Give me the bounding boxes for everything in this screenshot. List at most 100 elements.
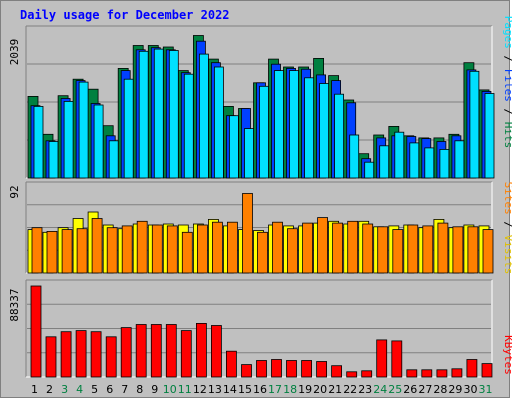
kbytes-bar bbox=[45, 336, 57, 378]
side-label-visits: Visits bbox=[502, 235, 512, 275]
day-label: 26 bbox=[403, 383, 417, 396]
sites-bar bbox=[76, 228, 88, 274]
kbytes-bar bbox=[180, 330, 192, 378]
sites-bar bbox=[377, 226, 389, 274]
pages-bar bbox=[63, 101, 74, 179]
sites-bar bbox=[467, 226, 479, 274]
sites-bar bbox=[332, 222, 344, 274]
pages-bar bbox=[168, 50, 179, 179]
kbytes-bar bbox=[481, 363, 493, 378]
sites-bar bbox=[347, 220, 359, 274]
sites-bar bbox=[482, 229, 494, 274]
sites-bar bbox=[302, 222, 314, 274]
pages-bar bbox=[289, 70, 299, 179]
day-label: 3 bbox=[61, 383, 68, 396]
side-label-sep-3: / bbox=[502, 215, 512, 235]
pages-bar bbox=[319, 83, 330, 179]
day-label: 12 bbox=[193, 383, 207, 396]
pages-bar bbox=[439, 148, 450, 179]
side-label-sites: Sites bbox=[502, 182, 512, 215]
kbytes-bar bbox=[301, 360, 313, 378]
pages-bar bbox=[244, 128, 254, 179]
day-label: 8 bbox=[136, 383, 143, 396]
sites-bar bbox=[136, 220, 148, 274]
sites-bar bbox=[242, 193, 253, 274]
day-label: 4 bbox=[76, 383, 83, 396]
sites-bar bbox=[392, 229, 404, 274]
kbytes-bar bbox=[436, 369, 448, 378]
sites-bar bbox=[362, 223, 374, 274]
day-label: 18 bbox=[283, 383, 297, 396]
day-label: 19 bbox=[298, 383, 312, 396]
kbytes-bar bbox=[256, 360, 267, 378]
kbytes-bar bbox=[391, 340, 403, 378]
sites-bar bbox=[61, 229, 73, 274]
pages-bar bbox=[334, 93, 345, 179]
day-label: 27 bbox=[418, 383, 432, 396]
sites-bar bbox=[287, 228, 298, 274]
kbytes-bar bbox=[451, 368, 463, 378]
side-label-hits: Hits bbox=[502, 122, 512, 149]
kbytes-bar bbox=[406, 369, 418, 378]
day-label: 21 bbox=[328, 383, 342, 396]
pages-bar bbox=[108, 140, 119, 179]
pages-bar bbox=[349, 134, 360, 179]
hits-files-pages-panel bbox=[25, 25, 495, 179]
visits-sites-panel bbox=[25, 181, 494, 274]
pages-bar bbox=[274, 70, 284, 179]
pages-bar bbox=[123, 78, 134, 179]
pages-bar bbox=[93, 104, 104, 179]
sites-bar bbox=[31, 227, 43, 274]
day-label: 5 bbox=[91, 383, 98, 396]
pages-bar bbox=[198, 53, 209, 179]
pages-bar bbox=[78, 81, 89, 179]
kbytes-bar bbox=[210, 325, 222, 378]
pages-bar bbox=[213, 66, 224, 179]
kbytes-bar bbox=[150, 324, 162, 378]
kbytes-bar bbox=[331, 365, 343, 378]
kbytes-ymax-label: 88337 bbox=[8, 288, 21, 321]
day-label: 28 bbox=[433, 383, 447, 396]
pages-bar bbox=[33, 106, 44, 179]
sites-bar bbox=[226, 221, 238, 274]
day-label: 7 bbox=[121, 383, 128, 396]
kbytes-bar bbox=[120, 327, 132, 378]
side-label-pages: Pages bbox=[502, 16, 512, 49]
hits-ymax-label: 2039 bbox=[8, 39, 21, 66]
sites-bar bbox=[46, 230, 58, 274]
kbytes-bar bbox=[105, 336, 117, 378]
sites-bar bbox=[196, 224, 208, 274]
day-label: 29 bbox=[448, 383, 462, 396]
day-label: 25 bbox=[388, 383, 402, 396]
side-label-sep-2: / bbox=[502, 102, 512, 122]
day-label: 15 bbox=[238, 383, 252, 396]
sites-bar bbox=[106, 227, 118, 274]
day-label: 9 bbox=[151, 383, 158, 396]
day-label: 11 bbox=[178, 383, 192, 396]
kbytes-bar bbox=[271, 359, 282, 378]
kbytes-bar bbox=[241, 364, 252, 378]
pages-bar bbox=[153, 48, 164, 179]
kbytes-bar bbox=[135, 324, 147, 378]
day-label: 24 bbox=[373, 383, 387, 396]
day-label: 30 bbox=[464, 383, 478, 396]
pages-bar bbox=[304, 77, 315, 179]
day-label: 13 bbox=[208, 383, 222, 396]
pages-bar bbox=[394, 131, 405, 179]
kbytes-bar bbox=[421, 369, 433, 378]
day-label: 31 bbox=[479, 383, 493, 396]
pages-bar bbox=[454, 140, 465, 179]
sites-bar bbox=[407, 224, 419, 274]
pages-bar bbox=[138, 50, 149, 179]
day-label: 10 bbox=[163, 383, 177, 396]
kbytes-bar bbox=[60, 331, 72, 378]
kbytes-bar bbox=[225, 350, 237, 378]
pages-bar bbox=[364, 161, 375, 179]
kbytes-bar bbox=[316, 361, 328, 378]
hits-side-label: Pages / Files / Hits bbox=[502, 16, 512, 149]
pages-bar bbox=[379, 145, 390, 179]
day-label: 6 bbox=[106, 383, 113, 396]
pages-bar bbox=[409, 142, 420, 179]
sites-bar bbox=[437, 222, 449, 274]
